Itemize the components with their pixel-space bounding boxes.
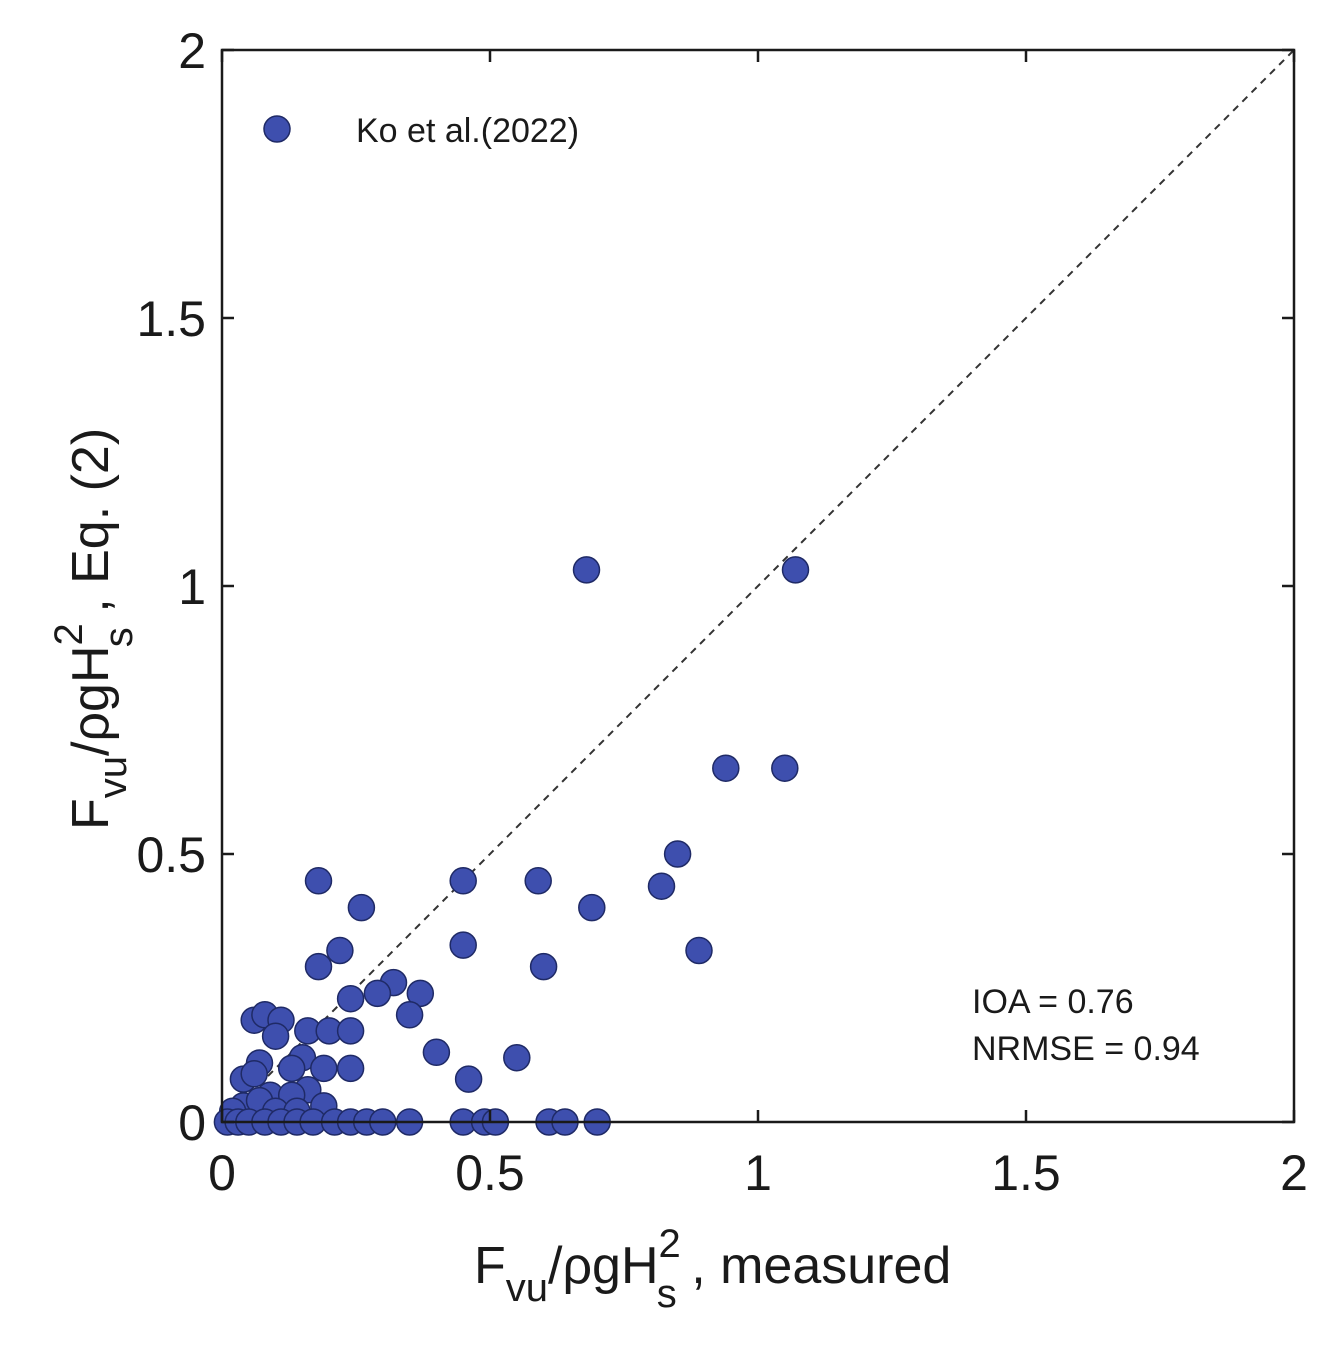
x-label-sub: vu — [506, 1266, 548, 1310]
x-label-base: F — [474, 1237, 506, 1295]
x-tick-label: 0.5 — [455, 1145, 525, 1201]
x-axis-title: Fvu/ρgH2 s , measured — [474, 1222, 951, 1316]
tick-labels: 0 0.5 1 1.5 2 0 0.5 1 1.5 2 — [136, 23, 1307, 1201]
data-point — [336, 1017, 365, 1045]
y-label-tail: , Eq. (2) — [62, 428, 120, 627]
data-point — [240, 1060, 268, 1088]
y-label-sub: vu — [91, 756, 135, 798]
data-point — [422, 1038, 451, 1067]
y-axis-label: Fvu/ρgH2 s , Eq. (2) — [47, 428, 141, 830]
data-point — [647, 872, 676, 900]
y-tick-label: 1.5 — [136, 291, 206, 347]
y-label-base: F — [62, 798, 120, 830]
data-point — [395, 1001, 424, 1029]
data-point — [578, 893, 606, 922]
data-point — [524, 867, 552, 895]
data-point — [771, 754, 799, 782]
data-point — [781, 556, 810, 584]
data-points — [213, 556, 810, 1136]
axis-ticks — [220, 48, 1296, 1124]
legend-marker — [263, 115, 291, 143]
x-label-sub2: s — [657, 1272, 677, 1316]
x-label-sup: 2 — [659, 1222, 681, 1266]
data-point — [449, 931, 477, 959]
data-point — [572, 556, 601, 584]
stat-nrmse: NRMSE = 0.94 — [972, 1030, 1200, 1068]
x-tick-label: 1 — [744, 1145, 772, 1201]
x-label-tail: , measured — [677, 1237, 952, 1295]
data-point — [277, 1054, 306, 1083]
data-point — [336, 984, 365, 1013]
stats-annotation: IOA = 0.76 NRMSE = 0.94 — [972, 983, 1200, 1068]
x-tick-label: 0 — [208, 1145, 236, 1201]
x-tick-label: 1.5 — [991, 1145, 1061, 1201]
data-point — [304, 952, 333, 981]
y-tick-label: 2 — [178, 23, 206, 79]
data-point — [712, 754, 740, 782]
data-point — [454, 1065, 483, 1093]
data-point — [663, 840, 692, 868]
y-tick-label: 0 — [178, 1095, 206, 1151]
data-point — [503, 1043, 531, 1072]
data-point — [363, 979, 392, 1008]
x-axis-label: Fvu/ρgH2 s , measured — [474, 1222, 951, 1316]
data-point — [347, 893, 376, 922]
x-tick-label: 2 — [1280, 1145, 1308, 1201]
data-point — [304, 867, 333, 895]
data-point — [261, 1022, 290, 1050]
stat-ioa: IOA = 0.76 — [972, 983, 1134, 1021]
data-point — [529, 952, 558, 981]
x-label-mid: /ρgH — [548, 1237, 659, 1295]
legend-label: Ko et al.(2022) — [356, 112, 579, 150]
y-axis-title: Fvu/ρgH2 s , Eq. (2) — [47, 428, 141, 830]
data-point — [449, 867, 477, 895]
y-label-sup: 2 — [47, 623, 91, 645]
identity-line — [221, 49, 1295, 1123]
data-point — [310, 1054, 338, 1083]
reference-layer — [221, 49, 1295, 1123]
y-tick-label: 0.5 — [136, 827, 206, 883]
data-point — [326, 936, 354, 965]
y-label-sub2: s — [97, 627, 141, 647]
y-label-mid: /ρgH — [62, 645, 120, 756]
data-point — [685, 936, 713, 965]
y-tick-label: 1 — [178, 559, 206, 615]
legend: Ko et al.(2022) — [263, 112, 579, 150]
data-point — [336, 1054, 365, 1083]
